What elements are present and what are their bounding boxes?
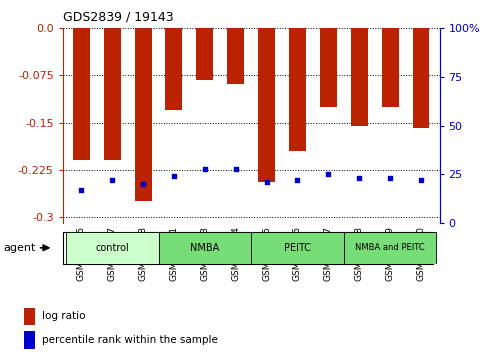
Bar — [197, 28, 213, 80]
Bar — [104, 28, 121, 160]
Bar — [66, 232, 158, 264]
Text: PEITC: PEITC — [284, 243, 311, 253]
Point — [417, 177, 425, 183]
Text: GDS2839 / 19143: GDS2839 / 19143 — [63, 11, 173, 24]
Point — [201, 166, 209, 171]
Point — [294, 177, 301, 183]
Text: control: control — [95, 243, 129, 253]
Text: NMBA and PEITC: NMBA and PEITC — [355, 243, 425, 252]
Point — [77, 187, 85, 193]
Bar — [73, 28, 90, 160]
Bar — [158, 232, 251, 264]
Bar — [227, 28, 244, 84]
Bar — [135, 28, 152, 201]
Bar — [351, 28, 368, 126]
Point — [108, 177, 116, 183]
Bar — [251, 232, 344, 264]
Bar — [166, 28, 183, 110]
Point — [386, 176, 394, 181]
Text: agent: agent — [3, 243, 36, 253]
Point — [355, 176, 363, 181]
Text: log ratio: log ratio — [42, 312, 85, 321]
Bar — [24, 308, 35, 325]
Bar — [289, 28, 306, 151]
Text: NMBA: NMBA — [190, 243, 219, 253]
Point — [263, 179, 270, 185]
Point — [232, 166, 240, 171]
Bar — [320, 28, 337, 107]
Bar — [412, 28, 429, 127]
Point — [139, 181, 147, 187]
Point — [170, 173, 178, 179]
Text: percentile rank within the sample: percentile rank within the sample — [42, 335, 217, 345]
Bar — [258, 28, 275, 182]
Bar — [344, 232, 437, 264]
Point — [325, 172, 332, 177]
Bar — [382, 28, 398, 107]
Bar — [24, 331, 35, 349]
